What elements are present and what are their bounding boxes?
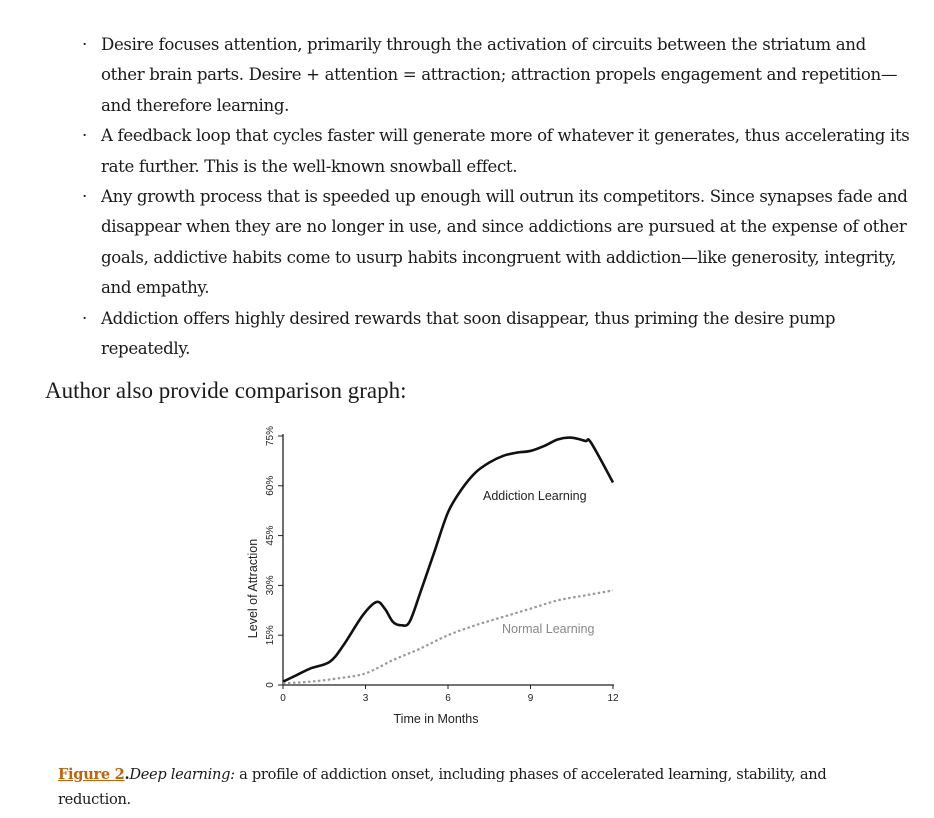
line-chart: 0 3 6 9 12 0 15% 30% 45% 60% 75% Time in Months Leve… <box>246 426 619 726</box>
legend-addiction-learning: Addiction Learning <box>483 489 587 503</box>
figure-caption: Figure 2.Deep learning: a profile of add… <box>58 762 838 812</box>
x-tick-label: 6 <box>445 693 451 704</box>
caption-separator: . <box>124 766 130 783</box>
bullet-icon: · <box>82 308 87 328</box>
bullet-icon: · <box>82 187 87 207</box>
y-axis-label: Level of Attraction <box>246 539 260 638</box>
bullet-item: · A feedback loop that cycles faster will… <box>80 121 910 182</box>
intro-text: Author also provide comparison graph: <box>45 378 407 403</box>
y-tick-label: 30% <box>265 575 276 595</box>
y-tick-label: 0 <box>265 682 276 688</box>
y-tick-label: 45% <box>265 525 276 545</box>
legend-normal-learning: Normal Learning <box>502 622 594 636</box>
bullet-icon: · <box>82 126 87 146</box>
y-tick-label: 15% <box>265 625 276 645</box>
bullet-item: · Any growth process that is speeded up e… <box>80 182 910 304</box>
bullet-item: · Addiction offers highly desired rewards… <box>80 304 910 365</box>
series-line-normal-learning <box>282 589 614 685</box>
x-tick-label: 12 <box>607 693 619 704</box>
x-tick-label: 0 <box>280 693 286 704</box>
caption-title: Deep learning: <box>129 766 235 783</box>
y-tick-label: 75% <box>265 426 276 446</box>
x-tick-label: 9 <box>528 693 534 704</box>
caption-text: a profile of addiction onset, including … <box>58 766 827 808</box>
series-line-addiction-learning <box>282 436 615 683</box>
x-axis-label: Time in Months <box>394 712 479 726</box>
bullet-list: · Desire focuses attention, primarily thr… <box>80 30 910 364</box>
bullet-item: · Desire focuses attention, primarily thr… <box>80 30 910 121</box>
x-tick-label: 3 <box>363 693 369 704</box>
bullet-icon: · <box>82 35 87 54</box>
figure-link[interactable]: Figure 2 <box>58 766 125 783</box>
y-tick-label: 60% <box>265 476 276 496</box>
